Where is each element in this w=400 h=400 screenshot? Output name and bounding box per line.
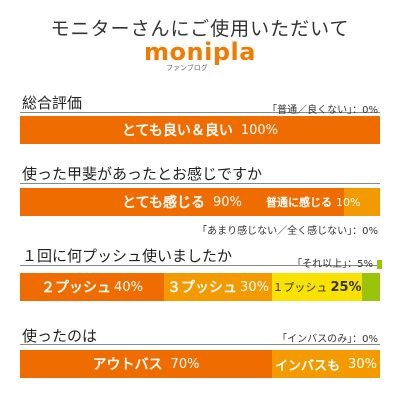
result-bar: ２プッシュ 40% ３プッシュ 30% １プッシュ 25% bbox=[20, 273, 380, 301]
bar-segment-one-push: １プッシュ 25% bbox=[272, 273, 362, 301]
bar-segment-three-push: ３プッシュ 30% bbox=[164, 273, 272, 301]
bar-segment-in-bath: インバスも 30% bbox=[272, 350, 380, 378]
segment-label: とても感じる bbox=[122, 195, 205, 211]
result-bar: とても良い＆良い 100% bbox=[20, 116, 380, 144]
segment-percent: 70% bbox=[170, 356, 200, 372]
segment-label: １プッシュ bbox=[272, 281, 328, 294]
segment-label: インバスも bbox=[275, 358, 341, 374]
divider bbox=[20, 265, 380, 266]
note-zero: 「インバスのみ」：0% bbox=[277, 334, 378, 345]
bar-segment-normal: 普通に感じる 10% bbox=[266, 188, 380, 216]
segment-percent: 25% bbox=[330, 279, 362, 295]
question-label: 総合評価 bbox=[22, 94, 83, 112]
bar-segment-more bbox=[362, 273, 380, 301]
divider bbox=[20, 112, 380, 113]
divider bbox=[20, 344, 380, 345]
note-more: 「それ以上」：5% bbox=[292, 255, 382, 270]
note-zero: 「普通／良くない」：0% bbox=[267, 105, 378, 116]
legend-swatch-green bbox=[377, 259, 382, 269]
segment-label: ３プッシュ bbox=[167, 280, 238, 296]
bar-segment-very-good: とても良い＆良い 100% bbox=[20, 116, 380, 144]
segment-percent: 30% bbox=[240, 279, 269, 295]
logo-subtitle: ファンブログ bbox=[166, 64, 208, 72]
segment-percent: 90% bbox=[212, 194, 242, 210]
segment-percent: 100% bbox=[240, 122, 279, 138]
question-label: １回に何プッシュ使いましたか bbox=[22, 247, 233, 265]
segment-label: とても良い＆良い bbox=[121, 123, 233, 139]
note-text: 「それ以上」：5% bbox=[292, 259, 373, 270]
segment-label: アウトバス bbox=[92, 357, 163, 373]
result-bar: とても感じる 90% 普通に感じる 10% bbox=[20, 188, 380, 216]
segment-label: ２プッシュ bbox=[41, 280, 112, 296]
segment-label: 普通に感じる bbox=[266, 196, 332, 209]
page-title: モニターさんにご使用いただいて bbox=[50, 18, 350, 40]
monipla-logo: monipla bbox=[144, 38, 256, 66]
segment-percent: 40% bbox=[114, 279, 143, 295]
question-label: 使った甲斐があったとお感じですか bbox=[22, 165, 263, 183]
segment-percent: 30% bbox=[348, 356, 377, 372]
divider bbox=[20, 183, 380, 184]
note-zero: 「あまり感じない／全く感じない」：0% bbox=[197, 226, 378, 237]
bar-segment-out-bath: アウトバス 70% bbox=[20, 350, 272, 378]
result-bar: アウトバス 70% インバスも 30% bbox=[20, 350, 380, 378]
segment-percent: 10% bbox=[336, 195, 361, 209]
question-label: 使ったのは bbox=[22, 327, 98, 345]
bar-segment-feel-strongly: とても感じる 90% bbox=[20, 188, 344, 216]
bar-segment-two-push: ２プッシュ 40% bbox=[20, 273, 164, 301]
